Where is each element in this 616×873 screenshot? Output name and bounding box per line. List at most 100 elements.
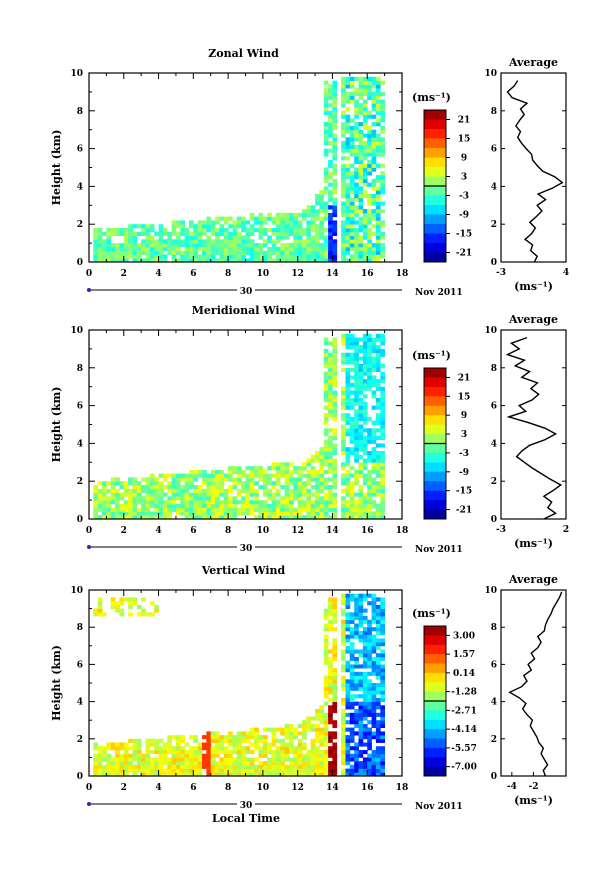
heatmap-cell <box>380 642 385 647</box>
heatmap-cell <box>262 473 268 478</box>
average-y-tick-label: 10 <box>484 69 497 79</box>
heatmap-cell <box>184 258 190 263</box>
heatmap-cell <box>223 753 229 758</box>
heatmap-cell <box>358 250 364 255</box>
heatmap-cell <box>323 515 329 520</box>
heatmap-cell <box>258 224 264 229</box>
heatmap-cell <box>315 239 320 244</box>
heatmap-cell <box>367 727 372 732</box>
heatmap-cell <box>323 451 329 456</box>
heatmap-cell <box>367 243 372 248</box>
heatmap-cell <box>362 84 368 89</box>
heatmap-cell <box>332 511 338 516</box>
heatmap-cell <box>345 405 351 410</box>
heatmap-cell <box>349 352 355 357</box>
heatmap-cell <box>210 738 216 743</box>
heatmap-cell <box>323 503 329 509</box>
heatmap-cell <box>136 243 142 248</box>
heatmap-cell <box>197 220 203 225</box>
heatmap-cell <box>323 638 329 643</box>
heatmap-cell <box>175 738 181 743</box>
heatmap-cell <box>228 466 233 471</box>
heatmap-cell <box>293 239 298 244</box>
heatmap-cell <box>215 507 220 512</box>
heatmap-cell <box>328 496 333 501</box>
heatmap-cell <box>162 772 168 777</box>
heatmap-cell <box>345 337 351 342</box>
heatmap-cell <box>358 216 364 221</box>
heatmap-cell <box>289 738 294 743</box>
heatmap-cell <box>232 246 238 252</box>
heatmap-cell <box>271 496 277 501</box>
heatmap-cell <box>136 753 142 758</box>
heatmap-cells <box>93 333 385 520</box>
heatmap-cell <box>319 469 325 475</box>
heatmap-cell <box>245 511 251 516</box>
heatmap-cell <box>310 466 316 471</box>
heatmap-cell <box>193 224 198 229</box>
heatmap-cell <box>328 224 333 229</box>
heatmap-cell <box>332 231 338 236</box>
heatmap-cell <box>158 500 164 505</box>
heatmap-cell <box>354 99 359 104</box>
heatmap-cell <box>358 386 364 391</box>
heatmap-cell <box>328 371 333 376</box>
heatmap-cell <box>254 492 259 497</box>
heatmap-cell <box>106 231 112 236</box>
heatmap-cell <box>254 757 259 762</box>
heatmap-cell <box>332 473 338 478</box>
heatmap-cell <box>189 481 194 486</box>
heatmap-cell <box>354 731 359 736</box>
heatmap-cell <box>354 122 359 127</box>
heatmap-cell <box>323 95 329 100</box>
heatmap-cell <box>245 466 251 471</box>
heatmap-cell <box>184 481 190 486</box>
heatmap-cell <box>328 738 333 743</box>
heatmap-cell <box>289 768 294 773</box>
heatmap-cell <box>349 515 355 520</box>
x-tick-label: 2 <box>121 783 127 793</box>
heatmap-cell <box>341 394 346 399</box>
heatmap-cell <box>375 428 381 433</box>
heatmap-cell <box>315 243 320 248</box>
heatmap-cell <box>110 764 116 769</box>
heatmap-cell <box>245 477 251 482</box>
heatmap-cell <box>367 110 372 115</box>
heatmap-cell <box>289 250 294 255</box>
heatmap-cell <box>371 258 377 263</box>
heatmap-cell <box>349 239 355 244</box>
heatmap-cell <box>341 511 346 516</box>
heatmap-cell <box>349 645 355 650</box>
heatmap-cell <box>245 246 251 252</box>
heatmap-cell <box>349 746 355 751</box>
heatmap-cell <box>306 753 312 758</box>
heatmap-cell <box>289 254 294 259</box>
heatmap-cell <box>345 394 351 399</box>
heatmap-cell <box>141 764 146 769</box>
heatmap-cell <box>358 671 364 676</box>
heatmap-cell <box>258 466 264 471</box>
heatmap-cell <box>328 110 333 115</box>
heatmap-cell <box>102 496 107 501</box>
heatmap-cell <box>228 488 233 493</box>
heatmap-cell <box>345 416 351 422</box>
heatmap-cell <box>375 630 381 635</box>
heatmap-cell <box>332 458 338 463</box>
heatmap-cell <box>323 720 329 725</box>
heatmap-cell <box>119 753 125 758</box>
heatmap-cell <box>319 254 325 259</box>
heatmap-cell <box>323 757 329 762</box>
heatmap-cell <box>371 657 377 662</box>
heatmap-cell <box>236 757 242 762</box>
heatmap-cell <box>332 735 338 740</box>
heatmap-cell <box>267 250 272 255</box>
heatmap-cell <box>145 239 151 244</box>
heatmap-cell <box>354 604 359 609</box>
heatmap-cell <box>358 701 364 706</box>
heatmap-cell <box>349 231 355 236</box>
heatmap-cell <box>349 137 355 142</box>
heatmap-cell <box>375 772 381 777</box>
colorbar-segment <box>424 654 446 664</box>
heatmap-cell <box>371 348 377 354</box>
heatmap-cell <box>219 492 225 497</box>
